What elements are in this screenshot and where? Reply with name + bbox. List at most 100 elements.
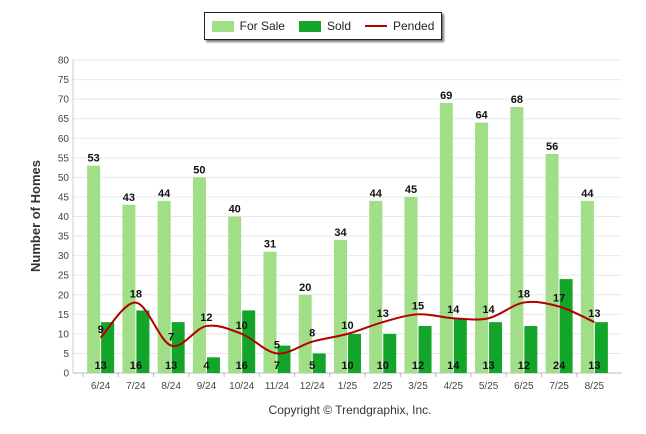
data-label-for-sale: 50	[193, 164, 205, 176]
chart-legend: For Sale Sold Pended	[204, 12, 442, 40]
x-tick-label: 8/24	[161, 381, 181, 392]
data-label-for-sale: 45	[405, 184, 417, 196]
data-label-pended: 14	[447, 304, 460, 316]
bar-sold	[312, 353, 326, 373]
x-tick-label: 1/25	[338, 381, 358, 392]
data-label-sold: 13	[588, 360, 600, 372]
x-tick-label: 9/24	[197, 381, 217, 392]
data-label-sold: 12	[412, 360, 424, 372]
bar-for-sale	[475, 122, 489, 373]
y-tick-label: 35	[58, 232, 70, 243]
data-label-for-sale: 68	[511, 94, 523, 106]
legend-item-pended[interactable]: Pended	[365, 19, 434, 33]
data-label-pended: 9	[98, 324, 104, 336]
bar-sold	[418, 326, 432, 373]
data-label-for-sale: 43	[123, 192, 135, 204]
bar-for-sale	[192, 177, 206, 373]
data-label-pended: 13	[588, 308, 600, 320]
x-tick-label: 6/25	[514, 381, 534, 392]
data-label-pended: 13	[377, 308, 389, 320]
data-label-for-sale: 53	[88, 153, 100, 165]
legend-swatch-pended	[365, 25, 387, 27]
bar-sold	[524, 326, 538, 373]
bar-for-sale	[404, 196, 418, 373]
x-tick-label: 5/25	[479, 381, 499, 392]
bar-for-sale	[439, 103, 453, 373]
x-tick-label: 4/25	[444, 381, 464, 392]
data-label-for-sale: 34	[334, 227, 347, 239]
data-label-for-sale: 20	[299, 282, 311, 294]
data-label-sold: 13	[165, 360, 177, 372]
x-tick-label: 3/25	[408, 381, 428, 392]
bar-sold	[489, 322, 503, 373]
data-label-sold: 7	[274, 360, 280, 372]
y-tick-label: 25	[58, 271, 70, 282]
bar-for-sale	[263, 251, 277, 373]
y-tick-label: 80	[58, 56, 70, 67]
y-tick-label: 10	[58, 329, 70, 340]
y-tick-label: 20	[58, 290, 70, 301]
data-label-sold: 4	[203, 360, 210, 372]
y-tick-label: 50	[58, 173, 70, 184]
bar-sold	[453, 318, 467, 373]
x-tick-label: 7/24	[126, 381, 146, 392]
copyright-text: Copyright © Trendgraphix, Inc.	[268, 403, 432, 417]
bar-sold	[383, 333, 397, 373]
legend-swatch-for-sale	[211, 20, 234, 32]
y-tick-label: 5	[63, 349, 69, 360]
data-label-pended: 18	[518, 289, 530, 301]
bar-for-sale	[334, 239, 347, 373]
bar-sold	[242, 310, 256, 373]
bar-sold	[136, 310, 150, 373]
x-tick-label: 2/25	[373, 381, 393, 392]
data-label-for-sale: 44	[581, 188, 594, 200]
y-tick-label: 75	[58, 75, 70, 86]
y-tick-label: 15	[58, 310, 70, 321]
bar-for-sale	[369, 200, 383, 373]
data-label-sold: 16	[236, 360, 248, 372]
data-label-for-sale: 44	[370, 188, 383, 200]
y-tick-label: 0	[63, 369, 69, 380]
bar-sold	[559, 279, 573, 373]
legend-label-sold: Sold	[326, 19, 351, 33]
y-tick-label: 60	[58, 134, 70, 145]
data-label-for-sale: 64	[475, 110, 488, 122]
bar-sold	[206, 357, 220, 373]
data-label-sold: 13	[482, 360, 494, 372]
legend-item-for-sale[interactable]: For Sale	[211, 19, 285, 33]
pended-line	[99, 300, 595, 355]
data-label-for-sale: 44	[158, 188, 171, 200]
data-label-sold: 14	[447, 360, 460, 372]
data-label-pended: 7	[168, 332, 174, 344]
bar-for-sale	[228, 216, 242, 373]
data-label-for-sale: 56	[546, 141, 558, 153]
bar-for-sale	[298, 294, 312, 373]
legend-item-sold[interactable]: Sold	[298, 19, 351, 33]
y-tick-label: 70	[58, 95, 70, 106]
x-tick-label: 6/24	[91, 381, 111, 392]
x-tick-label: 10/24	[229, 381, 254, 392]
data-label-pended: 18	[130, 289, 142, 301]
data-label-sold: 12	[518, 360, 530, 372]
data-label-sold: 24	[553, 360, 566, 372]
bar-for-sale	[87, 165, 101, 373]
x-tick-label: 7/25	[549, 381, 569, 392]
data-label-pended: 10	[236, 320, 248, 332]
legend-swatch-sold	[298, 20, 321, 32]
bar-sold	[101, 322, 115, 373]
y-tick-label: 45	[58, 192, 70, 203]
bar-for-sale	[580, 200, 594, 373]
data-label-pended: 5	[274, 339, 280, 351]
bar-sold	[348, 333, 361, 373]
data-label-pended: 17	[553, 292, 565, 304]
data-label-sold: 10	[377, 360, 389, 372]
bar-sold	[594, 322, 608, 373]
bar-sold	[171, 322, 185, 373]
data-label-for-sale: 69	[440, 90, 452, 102]
y-tick-label: 40	[58, 212, 70, 223]
data-label-sold: 16	[130, 360, 142, 372]
bar-for-sale	[545, 153, 559, 373]
data-label-pended: 14	[482, 304, 495, 316]
